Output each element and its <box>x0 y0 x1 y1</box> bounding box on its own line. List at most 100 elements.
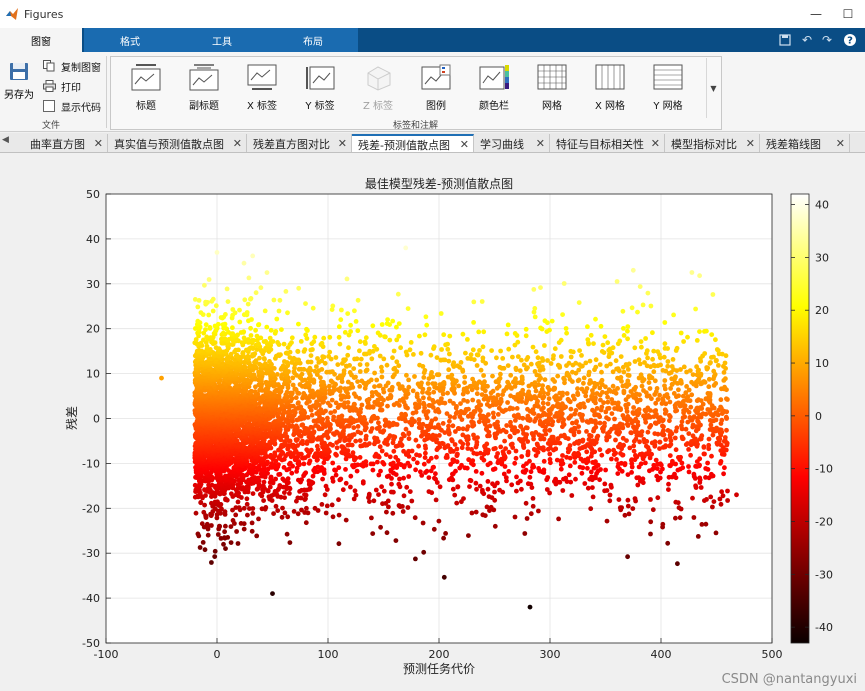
figure-tab[interactable]: 曲率直方图 ✕ <box>24 134 108 152</box>
scatter-point <box>545 475 551 480</box>
ribbon-button-label: 副标题 <box>189 101 219 112</box>
scatter-point <box>697 462 702 468</box>
scatter-point <box>406 436 412 442</box>
undo-icon[interactable]: ↶ <box>801 33 813 47</box>
figure-tab[interactable]: 学习曲线 ✕ <box>474 134 550 152</box>
close-tab-icon[interactable]: ✕ <box>745 137 755 150</box>
close-tab-icon[interactable]: ✕ <box>650 137 660 150</box>
scatter-point <box>493 446 498 451</box>
scatter-point <box>633 453 638 458</box>
print-button[interactable]: 打印 <box>42 78 81 94</box>
close-tab-icon[interactable]: ✕ <box>835 137 845 150</box>
scatter-point <box>413 409 419 415</box>
scatter-point <box>462 380 467 385</box>
scatter-point <box>629 457 635 462</box>
copy-figure-button[interactable]: 复制图窗 <box>42 58 101 74</box>
figure-tab[interactable]: 真实值与预测值散点图 ✕ <box>108 134 247 152</box>
scatter-point <box>530 496 536 501</box>
redo-icon[interactable]: ↷ <box>821 33 833 47</box>
tab-scroll-left-icon[interactable]: ◀ <box>2 135 9 145</box>
scatter-point <box>577 464 583 470</box>
scatter-point <box>221 541 226 547</box>
help-icon[interactable]: ? <box>842 32 858 48</box>
figure-tab[interactable]: 残差-预测值散点图 ✕ <box>352 134 474 152</box>
scatter-point <box>235 499 241 505</box>
window-title: Figures <box>24 7 64 21</box>
scatter-point <box>615 386 620 391</box>
scatter-point <box>385 498 391 504</box>
ribbon-button-legend[interactable]: 图例 <box>409 63 463 115</box>
figure-tab[interactable]: 特征与目标相关性 ✕ <box>550 134 665 152</box>
scatter-point <box>581 401 586 406</box>
figure-tab[interactable]: 残差箱线图 ✕ <box>760 134 850 152</box>
maximize-button[interactable]: ☐ <box>842 7 854 21</box>
scatter-point <box>449 475 454 481</box>
ribbon-button-x-label[interactable]: X 标签 <box>235 63 289 115</box>
ribbon-button-z-label[interactable]: Z 标签 <box>351 63 405 115</box>
scatter-point <box>376 420 381 426</box>
scatter-point <box>672 435 678 441</box>
ribbon-button-colorbar[interactable]: 颜色栏 <box>467 63 521 115</box>
scatter-point <box>502 438 507 444</box>
scatter-point <box>385 403 390 409</box>
scatter-point <box>355 379 360 384</box>
tab-figure[interactable]: 图窗 <box>0 28 82 52</box>
scatter-point <box>479 470 485 476</box>
figure-tab[interactable]: 模型指标对比 ✕ <box>665 134 760 152</box>
ribbon-button-x-grid[interactable]: X 网格 <box>583 63 637 115</box>
scatter-point <box>717 496 723 502</box>
scatter-point <box>389 489 394 495</box>
close-tab-icon[interactable]: ✕ <box>535 137 545 150</box>
close-tab-icon[interactable]: ✕ <box>93 137 103 150</box>
scatter-point <box>322 395 328 401</box>
ribbon-button-subtitle[interactable]: 副标题 <box>177 63 231 115</box>
scatter-point <box>342 386 348 391</box>
scatter-point <box>606 448 612 453</box>
scatter-point <box>599 404 605 410</box>
scatter-point <box>414 460 420 466</box>
labels-section-label: 标签和注解 <box>393 121 439 131</box>
scatter-point <box>488 395 494 400</box>
tab-tools[interactable]: 工具 <box>176 28 268 52</box>
scatter-point <box>619 505 624 510</box>
more-dropdown-icon[interactable]: ▼ <box>706 58 720 118</box>
ribbon-button-y-grid[interactable]: Y 网格 <box>641 63 695 115</box>
minimize-button[interactable]: — <box>810 7 822 21</box>
figure-tab-label: 残差-预测值散点图 <box>358 138 450 152</box>
scatter-point <box>399 411 404 417</box>
scatter-point <box>300 422 306 428</box>
tab-format[interactable]: 格式 <box>84 28 176 52</box>
scatter-point <box>622 512 628 518</box>
save-as-button[interactable]: 另存为 <box>2 60 36 108</box>
show-code-checkbox[interactable]: 显示代码 <box>42 98 101 114</box>
scatter-point <box>476 379 482 385</box>
scatter-point <box>621 388 627 394</box>
scatter-point <box>362 441 368 447</box>
scatter-point <box>328 378 334 384</box>
ribbon-button-title[interactable]: 标题 <box>119 63 173 115</box>
scatter-point <box>458 409 464 414</box>
save-icon[interactable] <box>777 32 793 48</box>
tab-layout[interactable]: 布局 <box>268 28 358 52</box>
ribbon-button-y-label[interactable]: Y 标签 <box>293 63 347 115</box>
close-tab-icon[interactable]: ✕ <box>459 138 469 151</box>
ribbon-button-grid[interactable]: 网格 <box>525 63 579 115</box>
scatter-point <box>308 424 314 430</box>
legend-icon <box>421 64 451 90</box>
scatter-point <box>404 484 410 490</box>
scatter-point <box>267 484 273 490</box>
scatter-point <box>522 531 528 536</box>
scatter-point <box>422 455 428 460</box>
scatter-point <box>229 477 235 482</box>
close-tab-icon[interactable]: ✕ <box>232 137 242 150</box>
ribbon-button-label: 图例 <box>426 101 446 112</box>
figure-tab[interactable]: 残差直方图对比 ✕ <box>247 134 352 152</box>
scatter-point <box>604 518 610 524</box>
scatter-point <box>467 484 472 489</box>
scatter-point <box>609 456 614 462</box>
scatter-point <box>431 464 436 470</box>
scatter-point <box>693 483 698 489</box>
close-tab-icon[interactable]: ✕ <box>337 137 347 150</box>
scatter-point <box>449 437 454 442</box>
